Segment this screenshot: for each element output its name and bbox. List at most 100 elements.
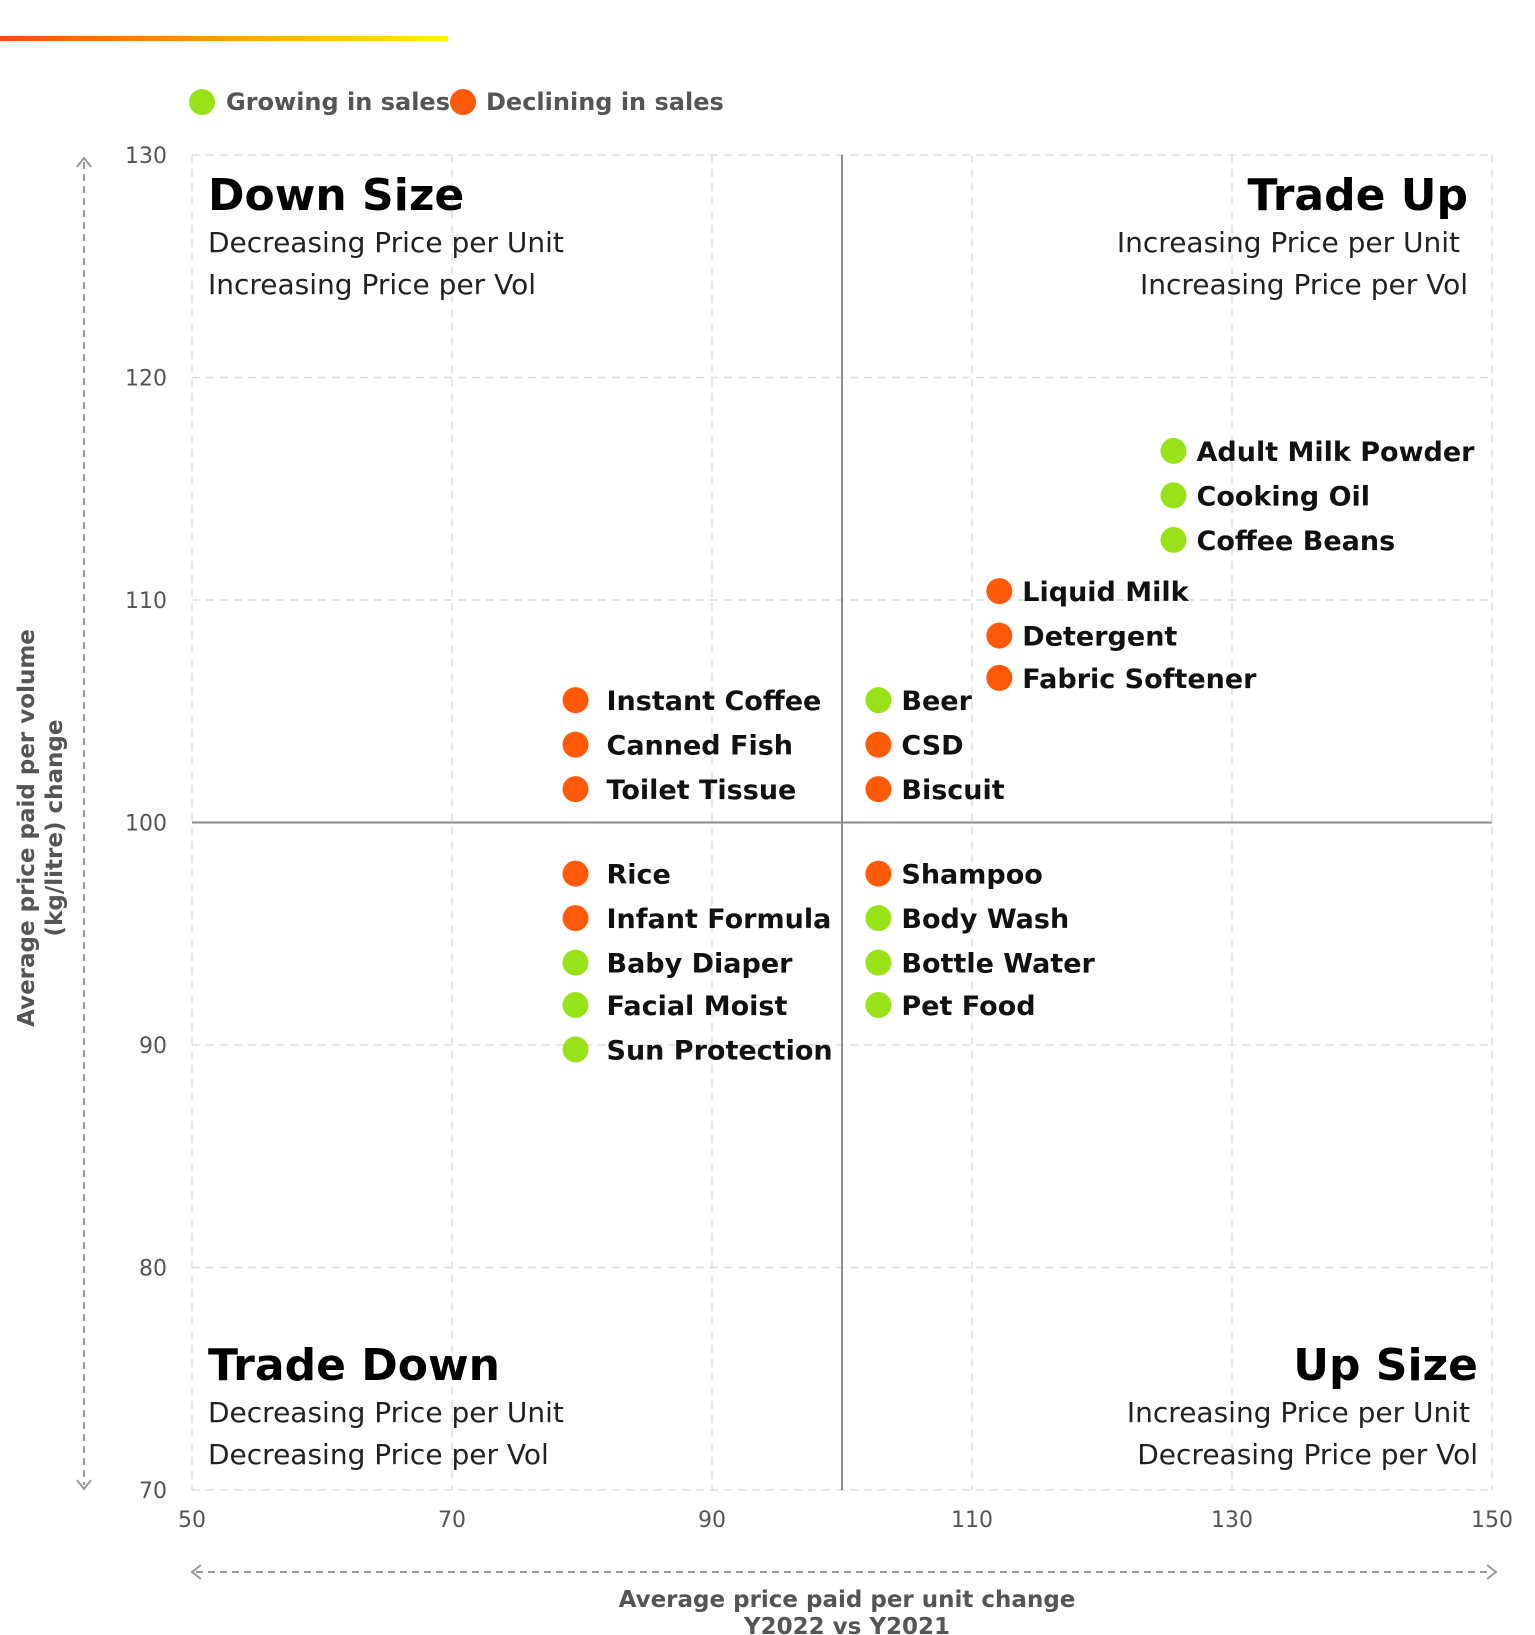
point-label: Toilet Tissue <box>607 775 797 806</box>
data-point: Liquid Milk <box>986 577 1190 608</box>
x-tick-label: 130 <box>1211 1508 1253 1533</box>
point-label: Detergent <box>1022 622 1177 653</box>
x-axis-arrow-right-head <box>1486 1564 1498 1580</box>
quadrant-line-down-size-2: Increasing Price per Vol <box>208 268 536 301</box>
data-point: Fabric Softener <box>986 664 1257 695</box>
point-marker-declining <box>562 860 589 887</box>
point-marker-declining <box>562 905 589 932</box>
data-point: Sun Protection <box>562 1035 833 1066</box>
data-point: Rice <box>562 860 671 891</box>
data-point: Facial Moist <box>562 991 788 1022</box>
point-label: Canned Fish <box>607 731 794 762</box>
point-marker-growing <box>1160 526 1187 553</box>
data-point: CSD <box>865 731 964 762</box>
data-point: Toilet Tissue <box>562 775 797 806</box>
quadrant-line-down-size-1: Decreasing Price per Unit <box>208 226 564 259</box>
point-marker-growing <box>562 991 589 1018</box>
y-axis-title-line-2: (kg/litre) change <box>42 720 68 937</box>
quadrant-line-trade-up-2: Increasing Price per Vol <box>1140 268 1468 301</box>
x-tick-label: 70 <box>438 1508 466 1533</box>
y-tick-label: 100 <box>125 812 167 837</box>
point-label: Infant Formula <box>607 904 832 935</box>
data-point: Canned Fish <box>562 731 794 762</box>
axis-arrows <box>76 156 1498 1580</box>
legend-swatch-growing <box>189 89 215 115</box>
point-marker-growing <box>865 991 892 1018</box>
x-tick-label: 50 <box>178 1508 206 1533</box>
point-marker-growing <box>865 949 892 976</box>
point-label: Instant Coffee <box>607 686 822 717</box>
point-marker-declining <box>562 776 589 803</box>
data-point: Beer <box>865 686 973 717</box>
quadrant-title-trade-up: Trade Up <box>1248 170 1468 221</box>
point-marker-growing <box>562 949 589 976</box>
point-marker-growing <box>1160 437 1187 464</box>
quadrant-line-up-size-2: Decreasing Price per Vol <box>1137 1438 1478 1471</box>
point-marker-declining <box>986 578 1013 605</box>
data-point: Body Wash <box>865 904 1069 935</box>
point-label: Bottle Water <box>901 949 1095 980</box>
point-label: Facial Moist <box>607 991 788 1022</box>
quadrant-line-trade-down-1: Decreasing Price per Unit <box>208 1396 564 1429</box>
point-marker-declining <box>562 687 589 714</box>
quadrant-title-up-size: Up Size <box>1293 1340 1478 1391</box>
x-axis-title-line-2: Y2022 vs Y2021 <box>743 1614 950 1635</box>
quadrant-title-down-size: Down Size <box>208 170 464 221</box>
x-tick-label: 90 <box>698 1508 726 1533</box>
point-marker-growing <box>865 687 892 714</box>
y-tick-label: 70 <box>139 1479 167 1504</box>
point-marker-declining <box>986 622 1013 649</box>
point-label: Biscuit <box>901 775 1004 806</box>
quadrant-labels: Down Size Decreasing Price per Unit Incr… <box>208 170 1478 1471</box>
point-marker-growing <box>1160 482 1187 509</box>
y-tick-label: 90 <box>139 1034 167 1059</box>
y-tick-label: 130 <box>125 144 167 169</box>
data-point: Infant Formula <box>562 904 832 935</box>
point-label: Coffee Beans <box>1197 526 1396 557</box>
y-axis-title-line-1: Average price paid per volume <box>14 629 40 1027</box>
y-axis-ticks: 70 80 90 100 110 120 130 <box>125 144 167 1504</box>
accent-bar <box>0 36 448 41</box>
data-point: Shampoo <box>865 860 1043 891</box>
point-marker-declining <box>865 731 892 758</box>
point-label: Cooking Oil <box>1197 481 1371 512</box>
point-label: Rice <box>607 860 671 891</box>
x-tick-label: 110 <box>951 1508 993 1533</box>
legend: Growing in sales Declining in sales <box>189 88 724 116</box>
point-label: Sun Protection <box>607 1035 833 1066</box>
point-label: Liquid Milk <box>1022 577 1189 608</box>
point-marker-growing <box>865 905 892 932</box>
y-tick-label: 110 <box>125 589 167 614</box>
reference-lines <box>192 155 1492 1490</box>
x-axis-title-line-1: Average price paid per unit change <box>619 1587 1076 1613</box>
point-marker-declining <box>865 776 892 803</box>
y-axis-arrow-down-head <box>76 1479 92 1491</box>
data-point: Coffee Beans <box>1160 526 1396 557</box>
y-axis-arrow-up-head <box>76 156 92 168</box>
x-axis-ticks: 50 70 90 110 130 150 <box>178 1508 1513 1533</box>
y-tick-label: 120 <box>125 367 167 392</box>
quadrant-line-trade-up-1: Increasing Price per Unit <box>1117 226 1460 259</box>
data-point: Baby Diaper <box>562 949 793 980</box>
x-tick-label: 150 <box>1471 1508 1513 1533</box>
data-point: Bottle Water <box>865 949 1096 980</box>
point-marker-declining <box>562 731 589 758</box>
quadrant-title-trade-down: Trade Down <box>208 1340 500 1391</box>
point-label: Shampoo <box>901 860 1042 891</box>
legend-label-declining: Declining in sales <box>486 88 724 116</box>
data-point: Instant Coffee <box>562 686 822 717</box>
legend-swatch-declining <box>450 89 476 115</box>
quadrant-line-up-size-1: Increasing Price per Unit <box>1127 1396 1470 1429</box>
x-axis-arrow-left-head <box>190 1564 202 1580</box>
quadrant-line-trade-down-2: Decreasing Price per Vol <box>208 1438 549 1471</box>
point-label: Pet Food <box>901 991 1035 1022</box>
point-marker-growing <box>562 1036 589 1063</box>
data-point: Detergent <box>986 622 1177 653</box>
point-marker-declining <box>986 664 1013 691</box>
data-point: Pet Food <box>865 991 1036 1022</box>
data-point: Biscuit <box>865 775 1005 806</box>
point-label: Beer <box>901 686 972 717</box>
point-label: CSD <box>901 731 963 762</box>
data-points: Adult Milk Powder Cooking Oil Coffee Beans… <box>562 437 1475 1066</box>
